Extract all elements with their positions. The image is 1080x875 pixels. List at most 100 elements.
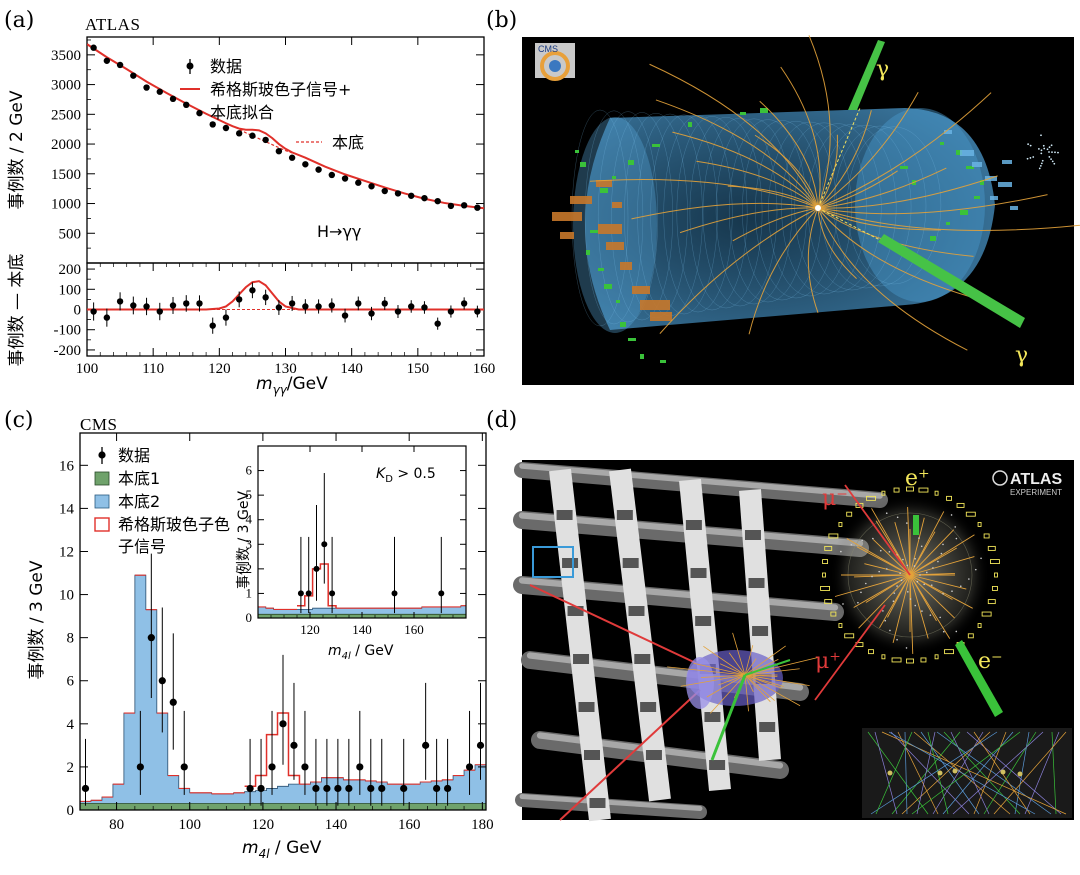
tower [920,657,927,663]
truss-cutout [752,626,769,636]
muon-track-upper [844,484,911,576]
atlas-logo-text: ATLAS [1010,471,1062,488]
inner-track [744,657,818,676]
detector-layer [663,115,733,313]
data-point [268,763,276,771]
em-deposit [600,188,608,193]
data-point-a-main [368,183,375,190]
cms-badge-text: CMS [538,44,558,54]
positron-shower [913,515,919,535]
charged-track [817,110,872,209]
tower [893,487,900,493]
transverse-track [909,574,937,622]
data-point [465,763,474,771]
data-point [279,720,287,728]
data-point-a-main [434,197,441,205]
transverse-track [909,574,914,654]
detector-layer [715,118,793,305]
data-point-a-residual [408,303,415,310]
longitudinal-track [870,731,998,815]
hit [921,610,923,612]
y-tick-label: 3 [246,536,253,551]
x-tick-label: 140 [352,622,372,637]
hadronic-deposit [596,180,612,187]
detector-layers [571,109,942,327]
data-point [313,565,320,572]
hit [902,558,904,561]
legend-c-signal-label-line2: 子信号 [118,537,166,556]
data-point-a-residual [130,302,137,309]
em-deposit [628,338,636,341]
data-point-a-residual [90,308,97,315]
transverse-track [909,572,955,576]
electron-shower [955,640,1003,717]
truss-cutout [645,750,662,760]
forward-hit [1051,160,1054,163]
tower [987,545,996,551]
detector-barrel [585,108,995,330]
data-point [301,763,309,771]
panel-letter-b: (b) [486,8,517,33]
transverse-track [871,508,911,576]
tower [965,511,976,517]
legend-data-marker [186,62,194,70]
hit [893,592,896,594]
transverse-tracks [834,507,982,654]
forward-hit [1042,144,1045,147]
panel-letter-c: (c) [4,408,34,433]
legend-c-bkg2-swatch [94,494,110,509]
longitudinal-track [966,731,1062,815]
charged-track [817,170,898,209]
transverse-track [894,522,911,576]
x-tick-label-a: 130 [274,361,297,377]
transverse-track [909,529,955,576]
signal-histogram [244,712,301,788]
hit [840,550,842,553]
hit [942,543,944,546]
charged-track [817,134,839,209]
photon-label-upper: γ [876,57,889,82]
charged-track [759,100,819,209]
data-point-a-residual [169,302,177,309]
hadronic-deposit [570,196,592,204]
y-tick-label-a-residual: 100 [59,282,82,298]
data-point [321,541,328,548]
longitudinal-track [904,731,908,815]
inner-track [706,674,746,698]
forward-hit [1050,158,1052,161]
calorimeter-towers [820,486,1000,664]
y-tick-label-a-main: 2000 [51,137,81,153]
data-point-a-residual [249,287,256,294]
hit [930,584,933,586]
y-tick-label: 16 [59,458,75,474]
transverse-track [909,531,936,576]
charged-track [817,175,998,209]
truss-cutout [690,568,707,578]
inner-track [728,652,746,676]
hadronic-deposit [552,212,582,221]
longitudinal-track [1051,731,1057,815]
y-tick-label-a-main: 3000 [51,78,81,94]
inner-track [744,674,801,707]
forward-hit [1037,148,1040,150]
data-point [334,784,342,793]
legend-c: 数据 本底1 本底2 希格斯玻色子色 子信号 [94,446,230,556]
tower [934,490,939,496]
background1-histogram [80,803,486,810]
hit [918,537,920,539]
inner-track [719,663,746,676]
em-deposit [940,142,944,145]
truss-cutout [634,654,651,664]
vertex [952,768,958,774]
legend-c-signal-label-line1: 希格斯玻色子色 [118,515,230,534]
y-tick-label-a-residual: -100 [54,323,82,339]
forward-hit [1046,148,1049,151]
detector-layer [650,114,718,315]
transverse-track [909,574,967,590]
hit [955,630,958,633]
detector-layer [597,111,659,323]
hadronic-deposit [620,262,632,270]
y-tick-label: 6 [67,674,75,690]
em-deposit [900,166,908,169]
data-point-a-main [143,84,150,91]
